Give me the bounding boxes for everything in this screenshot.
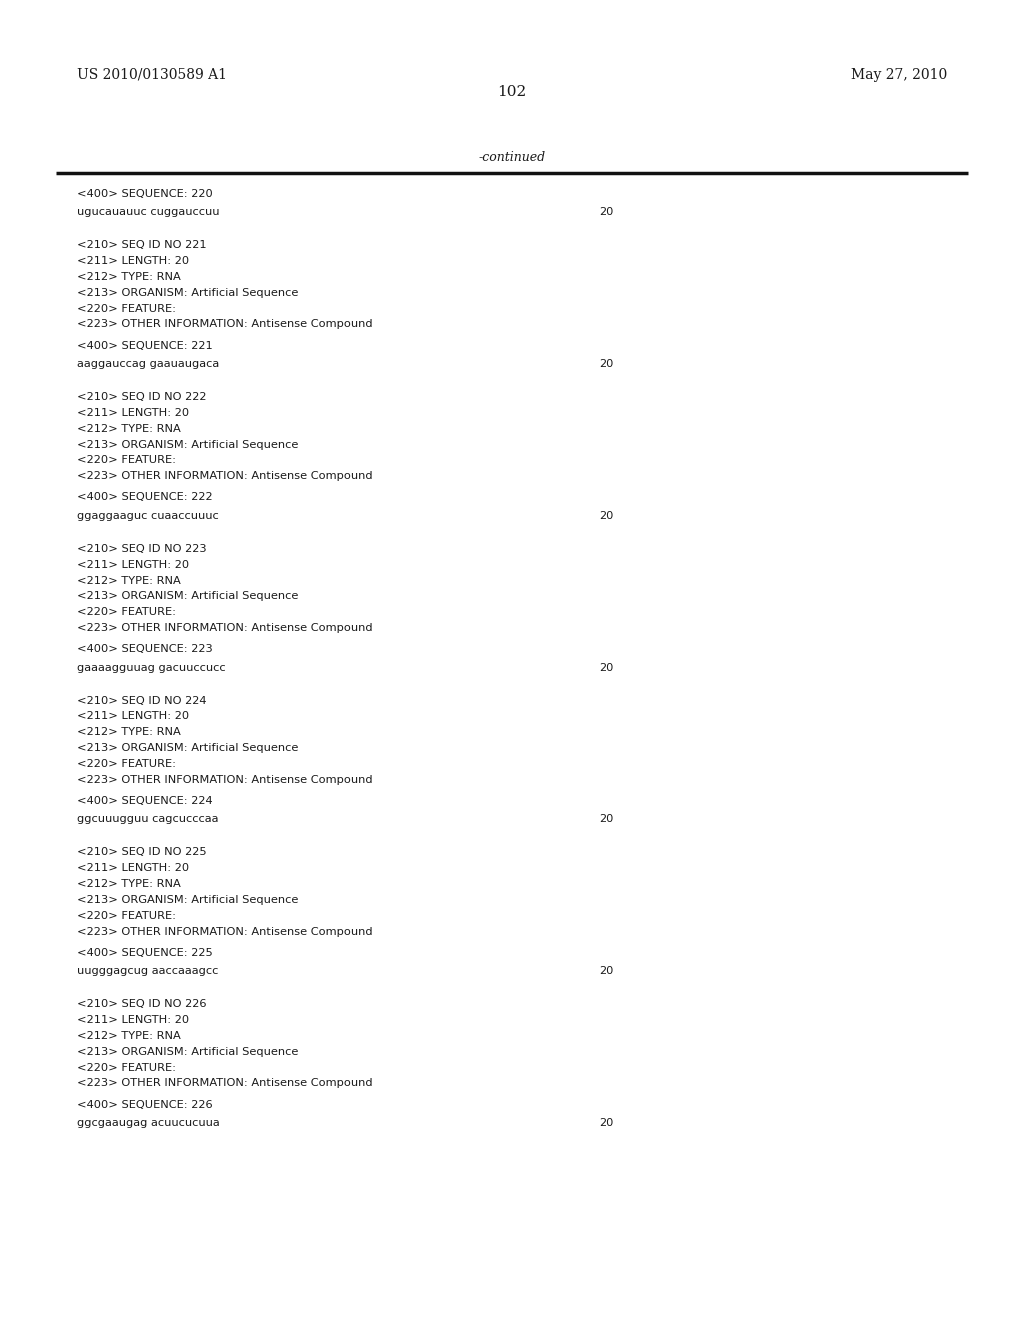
Text: -continued: -continued <box>478 152 546 165</box>
Text: 20: 20 <box>599 663 613 673</box>
Text: <213> ORGANISM: Artificial Sequence: <213> ORGANISM: Artificial Sequence <box>77 288 298 298</box>
Text: <400> SEQUENCE: 220: <400> SEQUENCE: 220 <box>77 189 213 199</box>
Text: <223> OTHER INFORMATION: Antisense Compound: <223> OTHER INFORMATION: Antisense Compo… <box>77 319 373 330</box>
Text: <223> OTHER INFORMATION: Antisense Compound: <223> OTHER INFORMATION: Antisense Compo… <box>77 1078 373 1089</box>
Text: <213> ORGANISM: Artificial Sequence: <213> ORGANISM: Artificial Sequence <box>77 440 298 450</box>
Text: 102: 102 <box>498 86 526 99</box>
Text: <211> LENGTH: 20: <211> LENGTH: 20 <box>77 560 188 570</box>
Text: <223> OTHER INFORMATION: Antisense Compound: <223> OTHER INFORMATION: Antisense Compo… <box>77 471 373 482</box>
Text: <223> OTHER INFORMATION: Antisense Compound: <223> OTHER INFORMATION: Antisense Compo… <box>77 927 373 937</box>
Text: 20: 20 <box>599 814 613 825</box>
Text: <400> SEQUENCE: 223: <400> SEQUENCE: 223 <box>77 644 213 655</box>
Text: ggcuuugguu cagcucccaa: ggcuuugguu cagcucccaa <box>77 814 218 825</box>
Text: <400> SEQUENCE: 221: <400> SEQUENCE: 221 <box>77 341 213 351</box>
Text: <211> LENGTH: 20: <211> LENGTH: 20 <box>77 408 188 418</box>
Text: <210> SEQ ID NO 221: <210> SEQ ID NO 221 <box>77 240 207 251</box>
Text: <212> TYPE: RNA: <212> TYPE: RNA <box>77 1031 180 1041</box>
Text: US 2010/0130589 A1: US 2010/0130589 A1 <box>77 67 226 82</box>
Text: aaggauccag gaauaugaca: aaggauccag gaauaugaca <box>77 359 219 370</box>
Text: <213> ORGANISM: Artificial Sequence: <213> ORGANISM: Artificial Sequence <box>77 895 298 906</box>
Text: <212> TYPE: RNA: <212> TYPE: RNA <box>77 727 180 738</box>
Text: <400> SEQUENCE: 222: <400> SEQUENCE: 222 <box>77 492 212 503</box>
Text: ggaggaaguc cuaaccuuuc: ggaggaaguc cuaaccuuuc <box>77 511 218 521</box>
Text: <223> OTHER INFORMATION: Antisense Compound: <223> OTHER INFORMATION: Antisense Compo… <box>77 775 373 785</box>
Text: <212> TYPE: RNA: <212> TYPE: RNA <box>77 576 180 586</box>
Text: <220> FEATURE:: <220> FEATURE: <box>77 1063 176 1073</box>
Text: <210> SEQ ID NO 226: <210> SEQ ID NO 226 <box>77 999 206 1010</box>
Text: <210> SEQ ID NO 225: <210> SEQ ID NO 225 <box>77 847 207 858</box>
Text: ugucauauuc cuggauccuu: ugucauauuc cuggauccuu <box>77 207 219 218</box>
Text: <400> SEQUENCE: 224: <400> SEQUENCE: 224 <box>77 796 212 807</box>
Text: <220> FEATURE:: <220> FEATURE: <box>77 455 176 466</box>
Text: <211> LENGTH: 20: <211> LENGTH: 20 <box>77 711 188 722</box>
Text: uugggagcug aaccaaagcc: uugggagcug aaccaaagcc <box>77 966 218 977</box>
Text: <220> FEATURE:: <220> FEATURE: <box>77 607 176 618</box>
Text: <212> TYPE: RNA: <212> TYPE: RNA <box>77 272 180 282</box>
Text: <220> FEATURE:: <220> FEATURE: <box>77 759 176 770</box>
Text: <223> OTHER INFORMATION: Antisense Compound: <223> OTHER INFORMATION: Antisense Compo… <box>77 623 373 634</box>
Text: <400> SEQUENCE: 226: <400> SEQUENCE: 226 <box>77 1100 212 1110</box>
Text: <220> FEATURE:: <220> FEATURE: <box>77 304 176 314</box>
Text: ggcgaaugag acuucucuua: ggcgaaugag acuucucuua <box>77 1118 219 1129</box>
Text: <220> FEATURE:: <220> FEATURE: <box>77 911 176 921</box>
Text: <213> ORGANISM: Artificial Sequence: <213> ORGANISM: Artificial Sequence <box>77 743 298 754</box>
Text: 20: 20 <box>599 1118 613 1129</box>
Text: <212> TYPE: RNA: <212> TYPE: RNA <box>77 879 180 890</box>
Text: <213> ORGANISM: Artificial Sequence: <213> ORGANISM: Artificial Sequence <box>77 591 298 602</box>
Text: <210> SEQ ID NO 223: <210> SEQ ID NO 223 <box>77 544 207 554</box>
Text: <211> LENGTH: 20: <211> LENGTH: 20 <box>77 256 188 267</box>
Text: <400> SEQUENCE: 225: <400> SEQUENCE: 225 <box>77 948 213 958</box>
Text: 20: 20 <box>599 359 613 370</box>
Text: <210> SEQ ID NO 222: <210> SEQ ID NO 222 <box>77 392 206 403</box>
Text: <213> ORGANISM: Artificial Sequence: <213> ORGANISM: Artificial Sequence <box>77 1047 298 1057</box>
Text: 20: 20 <box>599 511 613 521</box>
Text: <211> LENGTH: 20: <211> LENGTH: 20 <box>77 1015 188 1026</box>
Text: 20: 20 <box>599 966 613 977</box>
Text: <211> LENGTH: 20: <211> LENGTH: 20 <box>77 863 188 874</box>
Text: <212> TYPE: RNA: <212> TYPE: RNA <box>77 424 180 434</box>
Text: May 27, 2010: May 27, 2010 <box>851 67 947 82</box>
Text: 20: 20 <box>599 207 613 218</box>
Text: <210> SEQ ID NO 224: <210> SEQ ID NO 224 <box>77 696 206 706</box>
Text: gaaaagguuag gacuuccucc: gaaaagguuag gacuuccucc <box>77 663 225 673</box>
